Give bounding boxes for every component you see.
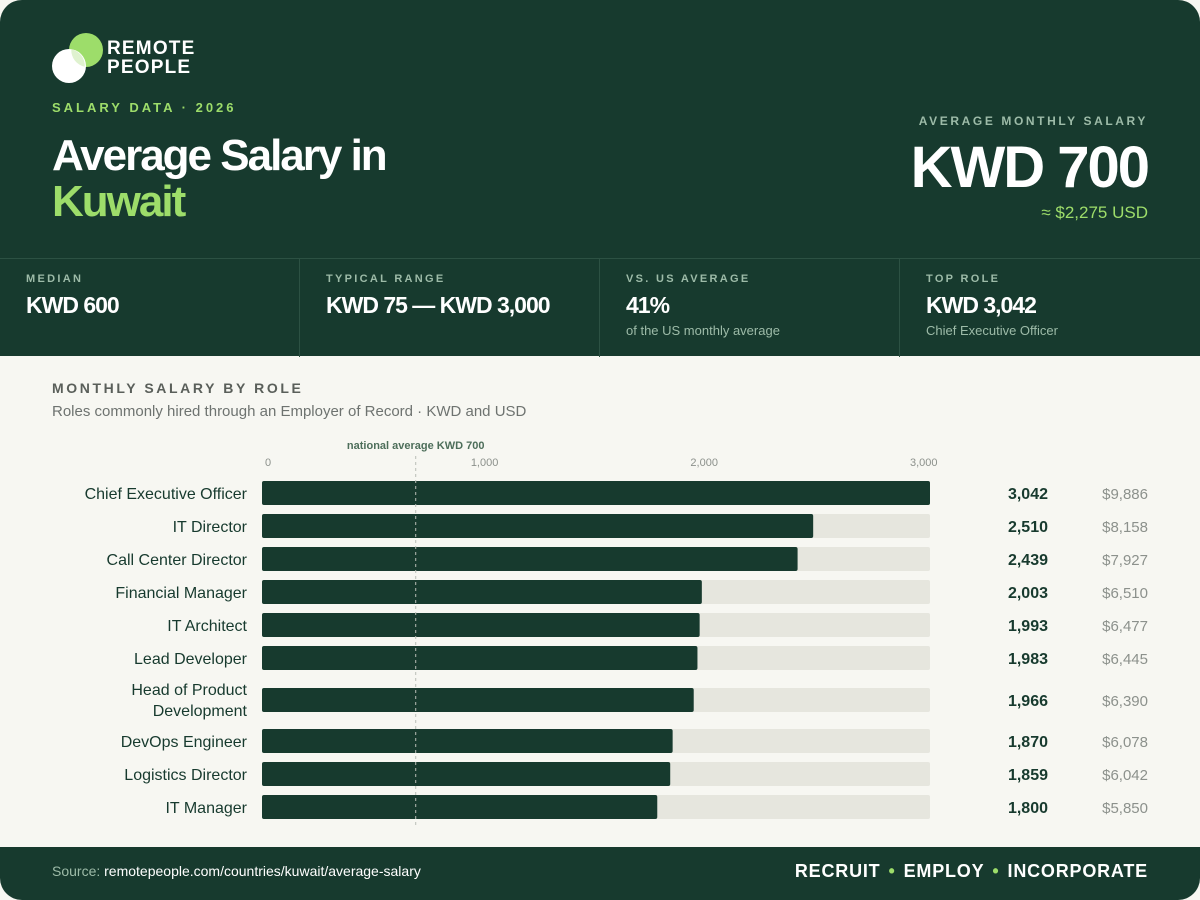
title-country: Kuwait (52, 177, 186, 226)
tagline-employ: EMPLOY (903, 861, 985, 881)
stat-label: MEDIAN (26, 273, 84, 285)
chart-title: MONTHLY SALARY BY ROLE (52, 380, 304, 396)
value-label: 2,439 (1008, 552, 1048, 569)
average-salary-label: AVERAGE MONTHLY SALARY (918, 114, 1148, 128)
category-label: IT Architect (167, 618, 247, 635)
value-label: 2,510 (1008, 519, 1048, 536)
stat-value: KWD 600 (26, 292, 120, 318)
bar (262, 580, 702, 604)
bar (262, 688, 694, 712)
header: REMOTE PEOPLE SALARY DATA · 2026 Average… (0, 0, 1200, 258)
value-label: 1,966 (1008, 693, 1048, 710)
brand-line-1: REMOTE (107, 38, 196, 59)
value-label: 1,800 (1008, 800, 1048, 817)
stat-subtext: of the US monthly average (626, 323, 780, 338)
usd-value-label: $9,886 (1102, 486, 1148, 503)
bar (262, 481, 930, 505)
brand-logo[interactable]: REMOTE PEOPLE (52, 32, 212, 84)
category-label: Call Center Director (107, 552, 248, 569)
bar (262, 646, 698, 670)
footer: Source: remotepeople.com/countries/kuwai… (0, 847, 1200, 900)
category-label: Logistics Director (124, 767, 247, 784)
stat-vs-us-average: VS. US AVERAGE 41% of the US monthly ave… (600, 259, 900, 357)
usd-value-label: $6,445 (1102, 651, 1148, 668)
stat-subtext: Chief Executive Officer (926, 323, 1058, 338)
title-line-1: Average Salary in (52, 131, 388, 180)
category-label: Lead Developer (134, 651, 248, 668)
brand-wordmark: REMOTE PEOPLE (107, 39, 195, 77)
x-tick-label: 2,000 (690, 457, 718, 469)
value-label: 1,859 (1008, 767, 1048, 784)
x-tick-label: 3,000 (910, 457, 938, 469)
average-salary-value: KWD 700 (910, 135, 1150, 200)
value-label: 2,003 (1008, 585, 1048, 602)
usd-value-label: $6,510 (1102, 585, 1148, 602)
usd-value-label: $7,927 (1102, 552, 1148, 569)
usd-value-label: $6,042 (1102, 767, 1148, 784)
value-label: 3,042 (1008, 486, 1048, 503)
x-tick-label: 1,000 (471, 457, 499, 469)
bar (262, 547, 798, 571)
tagline: RECRUIT • EMPLOY • INCORPORATE (795, 861, 1148, 882)
stat-value: KWD 75 — KWD 3,000 (326, 292, 551, 318)
x-tick-label: 0 (265, 457, 271, 469)
category-label: IT Director (173, 519, 248, 536)
bar (262, 613, 700, 637)
stat-typical-range: TYPICAL RANGE KWD 75 — KWD 3,000 (300, 259, 600, 357)
tagline-separator: • (992, 861, 1000, 881)
source-link[interactable]: remotepeople.com/countries/kuwait/averag… (104, 863, 421, 879)
source-line: Source: remotepeople.com/countries/kuwai… (52, 863, 421, 879)
brand-line-2: PEOPLE (107, 57, 192, 78)
stat-top-role: TOP ROLE KWD 3,042 Chief Executive Offic… (900, 259, 1200, 357)
stat-label: VS. US AVERAGE (626, 273, 751, 285)
stat-median: MEDIAN KWD 600 (0, 259, 300, 357)
eyebrow-label: SALARY DATA · 2026 (52, 100, 237, 115)
usd-value-label: $6,078 (1102, 734, 1148, 751)
salary-bar-chart: 0 1,000 2,000 3,000 national average KWD 700… (85, 440, 1148, 828)
category-label: Chief Executive Officer (85, 486, 248, 503)
reference-label: national average KWD 700 (347, 440, 485, 452)
value-label: 1,983 (1008, 651, 1048, 668)
usd-value-label: $5,850 (1102, 800, 1148, 817)
category-label: Head of Product Development (131, 682, 247, 720)
stat-label: TYPICAL RANGE (326, 273, 446, 285)
page-title: Average Salary in Kuwait (52, 131, 388, 226)
stats-bar: MEDIAN KWD 600 TYPICAL RANGE KWD 75 — KW… (0, 258, 1200, 357)
stat-label: TOP ROLE (926, 273, 1001, 285)
average-salary-usd: ≈ $2,275 USD (1041, 203, 1148, 222)
stat-value: KWD 3,042 (926, 292, 1037, 318)
logo-icon (52, 33, 103, 83)
value-label: 1,993 (1008, 618, 1048, 635)
chart-subtitle: Roles commonly hired through an Employer… (52, 403, 527, 420)
usd-value-label: $8,158 (1102, 519, 1148, 536)
value-label: 1,870 (1008, 734, 1048, 751)
tagline-recruit: RECRUIT (794, 861, 881, 881)
bar (262, 795, 658, 819)
bar (262, 762, 671, 786)
usd-value-label: $6,477 (1102, 618, 1148, 635)
bar (262, 729, 673, 753)
usd-value-label: $6,390 (1102, 693, 1148, 710)
tagline-incorporate: INCORPORATE (1007, 861, 1148, 881)
tagline-separator: • (888, 861, 896, 881)
category-label: IT Manager (165, 800, 247, 817)
category-label: DevOps Engineer (121, 734, 248, 751)
source-prefix: Source: (52, 863, 101, 879)
category-label: Financial Manager (115, 585, 247, 602)
stat-value: 41% (626, 292, 670, 318)
bar (262, 514, 814, 538)
